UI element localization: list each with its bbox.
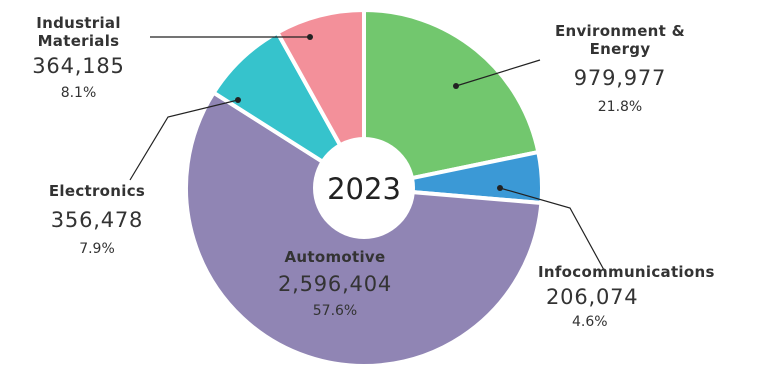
slice-percent: 7.9%	[79, 241, 115, 258]
slice-value: 2,596,404	[277, 272, 393, 296]
slice-value: 356,478	[50, 208, 144, 232]
center-year-label: 2023	[327, 172, 401, 206]
slice-percent: 57.6%	[312, 303, 358, 320]
slice-environment-energy	[362, 8, 541, 190]
slice-label-electronics: Electronics 356,478 7.9%	[22, 182, 172, 258]
slice-label-industrial-materials: Industrial Materials 364,185 8.1%	[6, 14, 151, 102]
slice-name: Infocommunications	[538, 263, 715, 281]
leader-dot-environment-energy	[453, 83, 459, 89]
slice-percent: 21.8%	[597, 99, 643, 116]
slice-percent: 8.1%	[60, 85, 97, 102]
slice-label-automotive: Automotive 2,596,404 57.6%	[245, 248, 425, 320]
leader-dot-electronics	[235, 97, 241, 103]
slice-percent: 4.6%	[572, 314, 608, 331]
donut-hole	[313, 137, 415, 239]
slice-value: 364,185	[32, 54, 125, 78]
slice-label-infocommunications: Infocommunications 206,074 4.6%	[538, 263, 760, 331]
slice-name: Automotive	[284, 248, 386, 266]
leader-line-electronics	[129, 99, 239, 181]
leader-dot-industrial-materials	[307, 34, 313, 40]
slice-value: 979,977	[573, 66, 667, 90]
leader-line-infocommunications	[499, 187, 605, 271]
slice-name: Industrial Materials	[36, 14, 121, 50]
slice-name: Electronics	[48, 182, 146, 200]
slice-value: 206,074	[546, 285, 639, 309]
slice-label-environment-energy: Environment & Energy 979,977 21.8%	[540, 22, 700, 116]
leader-dot-infocommunications	[497, 185, 503, 191]
slice-name: Environment & Energy	[554, 22, 686, 58]
leader-line-environment-energy	[455, 59, 541, 87]
